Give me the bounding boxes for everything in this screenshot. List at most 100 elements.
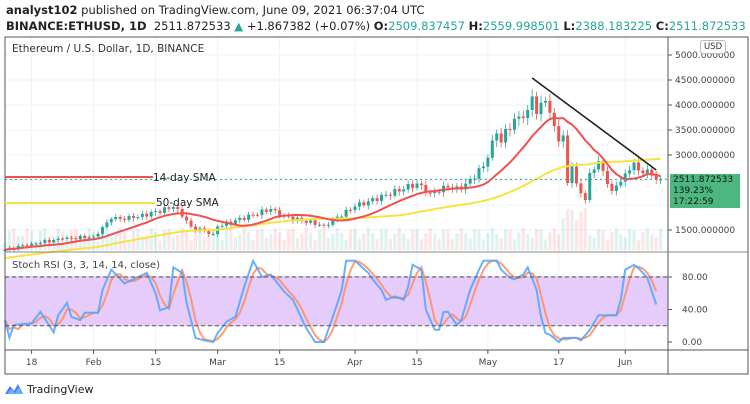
low-value: 2388.183225	[575, 19, 653, 33]
high-label: H:	[468, 19, 483, 33]
candle	[592, 169, 596, 173]
volume-bar	[278, 232, 282, 250]
candle	[464, 183, 468, 190]
time-tick-label: 15	[411, 358, 422, 368]
candle	[530, 96, 534, 110]
candle	[131, 216, 135, 218]
candle	[145, 213, 149, 217]
candle	[167, 207, 171, 209]
volume-bar	[189, 240, 193, 250]
volume-bar	[83, 235, 87, 250]
candle	[468, 179, 472, 184]
label-price: 2511.872533	[673, 175, 734, 185]
candle	[114, 217, 118, 219]
volume-bar	[29, 231, 34, 250]
candle	[189, 220, 193, 227]
volume-bar	[614, 228, 618, 250]
volume-bar	[508, 229, 512, 250]
volume-bar	[149, 228, 153, 250]
candle	[486, 157, 490, 167]
volume-bar	[517, 232, 521, 250]
stoch-tick-label: 40.00	[682, 306, 708, 316]
volume-bar	[543, 239, 548, 250]
candle	[207, 230, 211, 235]
time-tick-label: Mar	[209, 358, 226, 368]
candle	[632, 162, 636, 171]
volume-bar	[636, 240, 641, 250]
volume-bar	[202, 237, 206, 250]
sma50-line	[4, 157, 661, 260]
candle	[233, 220, 237, 224]
trendline[interactable]	[531, 77, 657, 171]
volume-bar	[503, 229, 508, 250]
candle	[490, 140, 494, 158]
volume-bar	[304, 228, 308, 250]
volume-bar	[96, 241, 100, 250]
candle	[229, 221, 233, 224]
volume-bar	[7, 231, 12, 250]
candle	[397, 188, 401, 192]
label-countdown: 17:22:59	[673, 197, 714, 207]
candle	[650, 169, 654, 176]
candle	[349, 209, 353, 211]
candle	[269, 209, 273, 212]
candle	[331, 218, 335, 225]
candle	[109, 219, 113, 223]
sma14-annotation: 14-day SMA	[153, 172, 217, 184]
volume-bar	[424, 233, 428, 250]
volume-bar	[597, 228, 601, 250]
candle	[52, 240, 56, 243]
candle	[158, 211, 162, 213]
volume-bar	[495, 233, 499, 250]
volume-bar	[570, 209, 574, 250]
price-tick-label: 3000.000000	[675, 151, 735, 161]
price-tick-label: 3500.000000	[675, 126, 735, 136]
volume-bar	[313, 239, 317, 250]
volume-bar	[247, 232, 251, 250]
candle	[579, 183, 583, 194]
volume-bar	[145, 234, 149, 250]
volume-bar	[450, 239, 455, 250]
volume-bar	[300, 233, 304, 250]
volume-bar	[446, 229, 450, 250]
candle	[136, 217, 140, 219]
candle	[264, 209, 268, 212]
candle	[428, 192, 432, 194]
candle	[539, 102, 543, 114]
candle	[61, 238, 65, 240]
candle	[623, 173, 627, 182]
candle	[481, 166, 485, 169]
volume-bar	[282, 239, 286, 250]
volume-bar	[481, 239, 486, 250]
volume-bar	[654, 237, 658, 250]
volume-bar	[402, 233, 406, 250]
candle	[641, 170, 645, 174]
volume-bar	[193, 230, 198, 250]
volume-bar	[464, 233, 468, 250]
volume-bar	[16, 236, 20, 250]
candle	[384, 194, 388, 196]
volume-bar	[557, 234, 561, 250]
candle	[43, 240, 47, 243]
candle	[636, 162, 640, 171]
candle	[521, 116, 525, 119]
candle	[557, 126, 561, 142]
candle	[38, 242, 42, 244]
candle	[278, 210, 282, 216]
volume-bar	[286, 229, 291, 250]
volume-bar	[340, 232, 344, 250]
volume-bar	[623, 237, 627, 250]
currency-button[interactable]: USD	[700, 40, 727, 54]
price-tick-label: 1500.000000	[675, 226, 735, 236]
low-label: L:	[563, 19, 576, 33]
candle	[87, 237, 91, 239]
candle	[34, 243, 38, 245]
tradingview-logo[interactable]: TradingView	[4, 382, 93, 396]
volume-bar	[375, 239, 379, 250]
candle	[304, 220, 308, 223]
candle	[149, 212, 153, 217]
volume-bar	[548, 232, 552, 250]
candle	[605, 170, 609, 184]
volume-bar	[21, 235, 25, 250]
